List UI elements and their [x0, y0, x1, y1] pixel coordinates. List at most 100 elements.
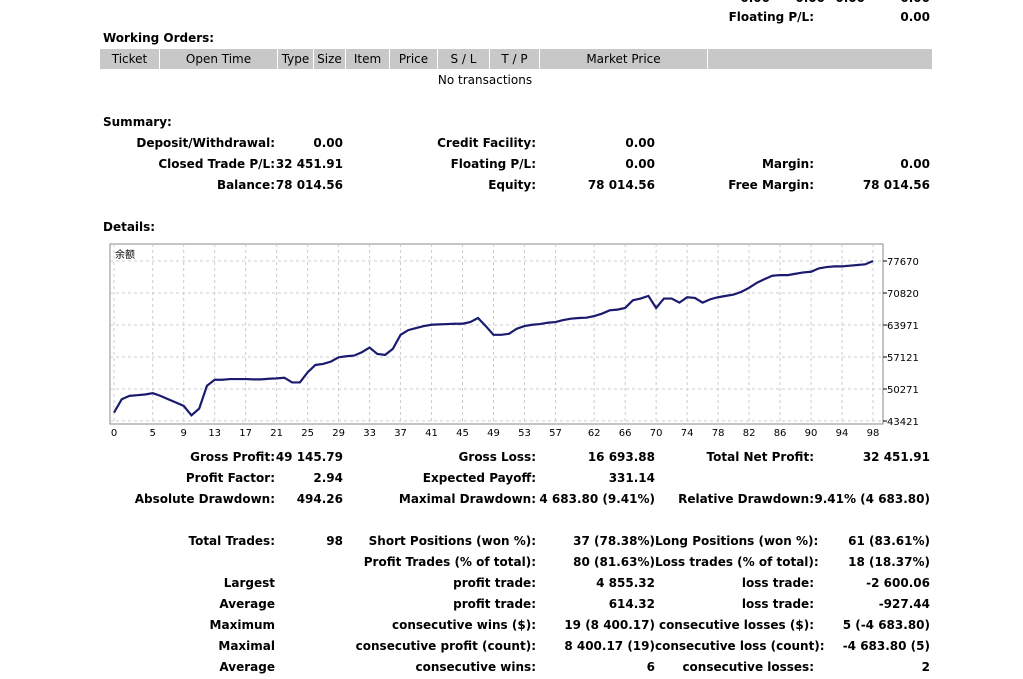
- details-value: 98: [326, 534, 343, 548]
- column-header: Size: [314, 49, 346, 69]
- summary-row: Balance: 78 014.56 Equity: 78 014.56 Free Ma…: [0, 176, 1023, 194]
- details-label: loss trade:: [741, 597, 814, 611]
- x-tick-label: 49: [487, 428, 500, 439]
- summary-value: 0.00: [625, 157, 655, 171]
- details-value: 4 855.32: [596, 576, 655, 590]
- details-label: profit trade:: [453, 597, 536, 611]
- x-tick-label: 86: [774, 428, 787, 439]
- details-label: consecutive loss (count):: [655, 639, 825, 653]
- y-tick-label: 63971: [887, 321, 919, 332]
- details-row: Profit Factor: 2.94 Expected Payoff: 331.14: [0, 469, 1023, 487]
- column-header: Item: [346, 49, 390, 69]
- details-label: Maximal: [218, 639, 275, 653]
- summary-value: 78 014.56: [587, 178, 655, 192]
- details-value: 9.41% (4 683.80): [814, 492, 930, 506]
- details-row: Average profit trade: 614.32 loss trade: -92…: [0, 595, 1023, 613]
- details-row: Absolute Drawdown: 494.26 Maximal Drawdown…: [0, 490, 1023, 508]
- details-value: 2.94: [313, 471, 343, 485]
- details-value: 16 693.88: [587, 450, 655, 464]
- balance-chart: 43421 50271 57121 63971 70820 77670 0 5 9 13 17 21 2…: [109, 243, 919, 439]
- x-tick-label: 5: [150, 428, 156, 439]
- x-tick-label: 21: [270, 428, 283, 439]
- summary-value: 78 014.56: [862, 178, 930, 192]
- details-label: Profit Factor:: [185, 471, 275, 485]
- column-header: Ticket: [100, 49, 160, 69]
- floating-pl-label: Floating P/L:: [728, 10, 814, 24]
- x-tick-label: 62: [588, 428, 601, 439]
- details-label: Maximal Drawdown:: [398, 492, 536, 506]
- summary-label: Balance:: [216, 178, 275, 192]
- x-tick-label: 13: [208, 428, 221, 439]
- details-label: Short Positions (won %):: [368, 534, 536, 548]
- details-label: profit trade:: [453, 576, 536, 590]
- details-label: Expected Payoff:: [422, 471, 536, 485]
- balance-line: [113, 259, 874, 417]
- summary-label: Equity:: [488, 178, 536, 192]
- summary-label: Closed Trade P/L:: [158, 157, 275, 171]
- x-tick-label: 98: [867, 428, 880, 439]
- x-tick-label: 82: [743, 428, 756, 439]
- details-value: 494.26: [296, 492, 343, 506]
- details-label: consecutive profit (count):: [355, 639, 536, 653]
- y-tick-label: 70820: [887, 289, 919, 300]
- details-row: Maximal consecutive profit (count): 8 400.…: [0, 637, 1023, 655]
- details-value: 331.14: [608, 471, 655, 485]
- y-tick-label: 57121: [887, 353, 919, 364]
- summary-label: Margin:: [761, 157, 814, 171]
- column-header: T / P: [490, 49, 540, 69]
- top-partial-value: 0.00: [765, 0, 825, 7]
- details-row: Maximum consecutive wins ($): 19 (8 400.17…: [0, 616, 1023, 634]
- summary-row: Deposit/Withdrawal: 0.00 Credit Facility: 0…: [0, 134, 1023, 152]
- details-value: 19 (8 400.17): [564, 618, 655, 632]
- details-value: 80 (81.63%): [573, 555, 655, 569]
- summary-value: 0.00: [313, 136, 343, 150]
- details-label: Total Net Profit:: [706, 450, 814, 464]
- details-row: Largest profit trade: 4 855.32 loss trade: -…: [0, 574, 1023, 592]
- summary-value: 32 451.91: [275, 157, 343, 171]
- x-tick-label: 17: [239, 428, 252, 439]
- x-tick-label: 74: [681, 428, 694, 439]
- details-label: Average: [219, 660, 275, 674]
- details-label: loss trade:: [741, 576, 814, 590]
- floating-pl-value: 0.00: [900, 10, 930, 24]
- column-header: S / L: [438, 49, 490, 69]
- x-tick-label: 25: [301, 428, 314, 439]
- column-header: [708, 49, 933, 69]
- top-partial-value: 0.00: [870, 0, 930, 7]
- details-value: 4 683.80 (9.41%): [539, 492, 655, 506]
- details-row: Total Trades: 98 Short Positions (won %): 3…: [0, 532, 1023, 550]
- summary-label: Deposit/Withdrawal:: [136, 136, 275, 150]
- x-tick-label: 37: [394, 428, 407, 439]
- top-partial-value: 0.00: [805, 0, 865, 7]
- top-partial-value: 0.00: [710, 0, 770, 7]
- details-value: 2: [921, 660, 930, 674]
- summary-value: 0.00: [625, 136, 655, 150]
- working-orders-title: Working Orders:: [103, 31, 215, 45]
- details-value: 61 (83.61%): [848, 534, 930, 548]
- no-transactions-text: No transactions: [437, 73, 533, 87]
- details-title: Details:: [103, 220, 156, 234]
- details-value: 37 (78.38%): [573, 534, 655, 548]
- details-row: Average consecutive wins: 6 consecutive los…: [0, 658, 1023, 676]
- details-value: 49 145.79: [275, 450, 343, 464]
- column-header: Market Price: [540, 49, 708, 69]
- summary-value: 78 014.56: [275, 178, 343, 192]
- summary-label: Credit Facility:: [437, 136, 536, 150]
- summary-row: Closed Trade P/L: 32 451.91 Floating P/L: 0…: [0, 155, 1023, 173]
- details-label: Absolute Drawdown:: [134, 492, 275, 506]
- column-header: Type: [278, 49, 314, 69]
- details-label: Profit Trades (% of total):: [363, 555, 536, 569]
- details-value: -927.44: [878, 597, 930, 611]
- x-tick-label: 29: [332, 428, 345, 439]
- details-value: -4 683.80 (5): [842, 639, 930, 653]
- details-label: Gross Loss:: [458, 450, 536, 464]
- summary-value: 0.00: [900, 157, 930, 171]
- x-tick-label: 53: [518, 428, 531, 439]
- top-floating-row: Floating P/L: 0.00: [0, 8, 1023, 26]
- x-tick-label: 0: [111, 428, 117, 439]
- column-header: Price: [390, 49, 438, 69]
- details-label: consecutive wins:: [415, 660, 536, 674]
- details-value: 32 451.91: [862, 450, 930, 464]
